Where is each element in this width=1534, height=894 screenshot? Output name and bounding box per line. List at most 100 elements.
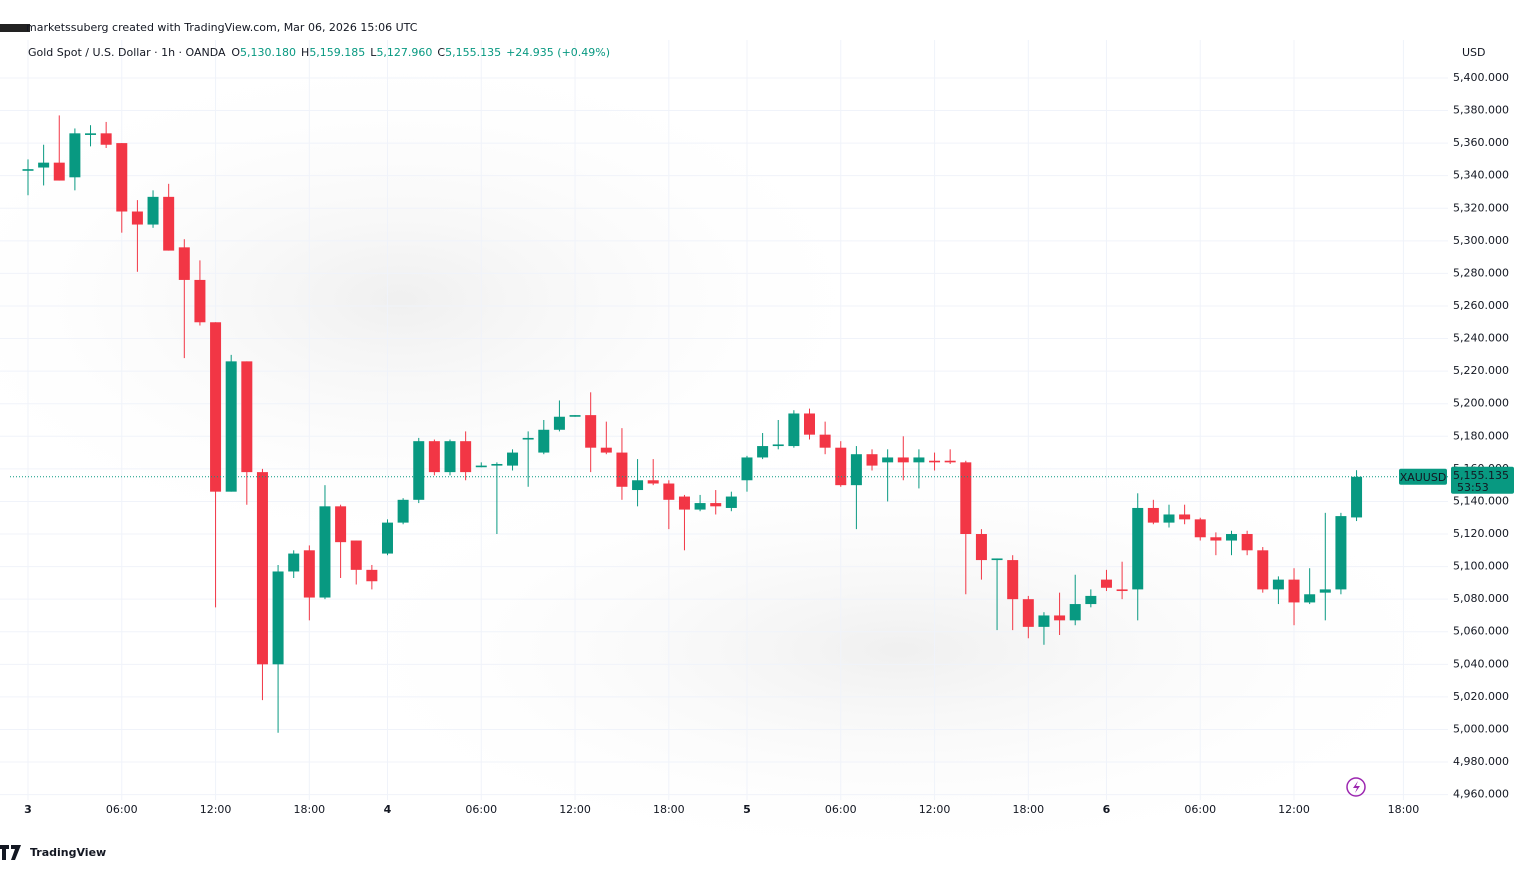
y-tick-label: 5,320.000 bbox=[1453, 201, 1509, 214]
candle-body bbox=[663, 483, 675, 500]
x-tick-label: 18:00 bbox=[1388, 803, 1420, 816]
candle-body bbox=[585, 415, 597, 448]
candle-body bbox=[522, 437, 534, 440]
candle-body bbox=[975, 534, 987, 561]
ohlc-value: 5,155.135 bbox=[445, 46, 501, 59]
y-tick-label: 5,040.000 bbox=[1453, 657, 1509, 670]
countdown: 53:53 bbox=[1457, 481, 1489, 494]
lightning-icon bbox=[1346, 777, 1366, 797]
ohlc-label: C bbox=[437, 46, 445, 59]
candle-body bbox=[553, 416, 565, 430]
background-blur bbox=[0, 40, 900, 560]
candle-body bbox=[381, 522, 393, 554]
y-tick-label: 5,380.000 bbox=[1453, 104, 1509, 117]
candle-body bbox=[319, 506, 331, 598]
candle-body bbox=[194, 279, 206, 323]
candle-body bbox=[882, 457, 894, 463]
candle-body bbox=[725, 496, 737, 508]
candle-body bbox=[897, 457, 909, 463]
y-tick-label: 5,300.000 bbox=[1453, 234, 1509, 247]
currency: USD bbox=[1462, 46, 1486, 59]
candle-body bbox=[1241, 534, 1253, 551]
x-tick-label: 12:00 bbox=[200, 803, 232, 816]
y-tick-label: 5,260.000 bbox=[1453, 299, 1509, 312]
candle-body bbox=[507, 452, 519, 466]
candle-body bbox=[1179, 514, 1191, 520]
candle-body bbox=[1272, 579, 1284, 590]
candle-body bbox=[694, 503, 706, 510]
y-tick-label: 5,400.000 bbox=[1453, 71, 1509, 84]
header-title: Gold Spot / U.S. Dollar · 1h · OANDA bbox=[28, 46, 226, 59]
candle-body bbox=[819, 434, 831, 448]
x-tick-label: 5 bbox=[743, 803, 751, 816]
candle-body bbox=[1022, 599, 1034, 627]
candle-body bbox=[741, 457, 753, 481]
y-tick-label: 4,960.000 bbox=[1453, 788, 1509, 801]
candle-body bbox=[647, 480, 659, 484]
candle-body bbox=[632, 480, 644, 491]
candle-body bbox=[1288, 579, 1300, 603]
overlay: 4,960.000 4,980.000 5,000.000 5,020.000 5,04… bbox=[10, 71, 1514, 816]
candle-body bbox=[1226, 534, 1238, 541]
candle-body bbox=[1007, 560, 1019, 600]
candle-body bbox=[850, 454, 862, 486]
ohlc-value: 5,127.960 bbox=[376, 46, 432, 59]
candle-body bbox=[569, 415, 581, 417]
candle-body bbox=[475, 465, 487, 468]
candle-body bbox=[491, 463, 503, 466]
candle-body bbox=[444, 441, 456, 473]
candle-body bbox=[1054, 615, 1066, 621]
candle-body bbox=[1319, 589, 1331, 593]
candle-body bbox=[225, 361, 237, 492]
candle-body bbox=[1100, 579, 1112, 588]
candle-body bbox=[1351, 476, 1363, 518]
candles bbox=[22, 115, 1363, 733]
ohlc-label: O bbox=[231, 46, 240, 59]
candle-body bbox=[163, 196, 175, 251]
candle-body bbox=[678, 496, 690, 510]
last-price-label: 5,155.135 bbox=[1453, 469, 1509, 482]
y-tick-label: 5,000.000 bbox=[1453, 722, 1509, 735]
logo-mark bbox=[0, 845, 21, 860]
y-tick-label: 5,240.000 bbox=[1453, 332, 1509, 345]
y-tick-label: 5,220.000 bbox=[1453, 364, 1509, 377]
y-tick-label: 5,080.000 bbox=[1453, 592, 1509, 605]
candle-body bbox=[1085, 595, 1097, 605]
watermark-bar bbox=[0, 24, 30, 32]
candle-body bbox=[241, 361, 253, 473]
candle-body bbox=[600, 447, 612, 453]
candle-body bbox=[38, 162, 50, 168]
candle-body bbox=[929, 460, 941, 463]
candle-body bbox=[804, 413, 815, 435]
ohlc-label: H bbox=[301, 46, 309, 59]
icon-circle bbox=[1346, 777, 1366, 797]
x-tick-label: 06:00 bbox=[465, 803, 497, 816]
candle-body bbox=[1038, 615, 1050, 627]
y-tick-label: 4,980.000 bbox=[1453, 755, 1509, 768]
candle-body bbox=[757, 446, 769, 458]
candle-body bbox=[428, 441, 440, 473]
candle-body bbox=[116, 143, 128, 212]
candle-body bbox=[397, 499, 409, 523]
x-tick-label: 12:00 bbox=[1278, 803, 1310, 816]
x-tick-label: 06:00 bbox=[106, 803, 138, 816]
candle-body bbox=[1257, 550, 1269, 590]
candle-body bbox=[53, 162, 65, 181]
y-tick-label: 5,100.000 bbox=[1453, 560, 1509, 573]
candle-body bbox=[1116, 589, 1128, 592]
candle-body bbox=[1194, 519, 1206, 538]
candle-body bbox=[22, 169, 34, 171]
candle-body bbox=[866, 454, 878, 466]
candle-body bbox=[272, 571, 284, 665]
candle-body bbox=[256, 472, 268, 665]
y-tick-label: 5,280.000 bbox=[1453, 266, 1509, 279]
candle-body bbox=[1335, 516, 1347, 590]
ohlc-label: L bbox=[370, 46, 377, 59]
x-tick-label: 6 bbox=[1103, 803, 1111, 816]
candle-body bbox=[960, 462, 972, 535]
x-tick-label: 06:00 bbox=[1184, 803, 1216, 816]
candle-body bbox=[1069, 604, 1081, 621]
candle-body bbox=[616, 452, 628, 487]
candle-body bbox=[335, 506, 347, 543]
